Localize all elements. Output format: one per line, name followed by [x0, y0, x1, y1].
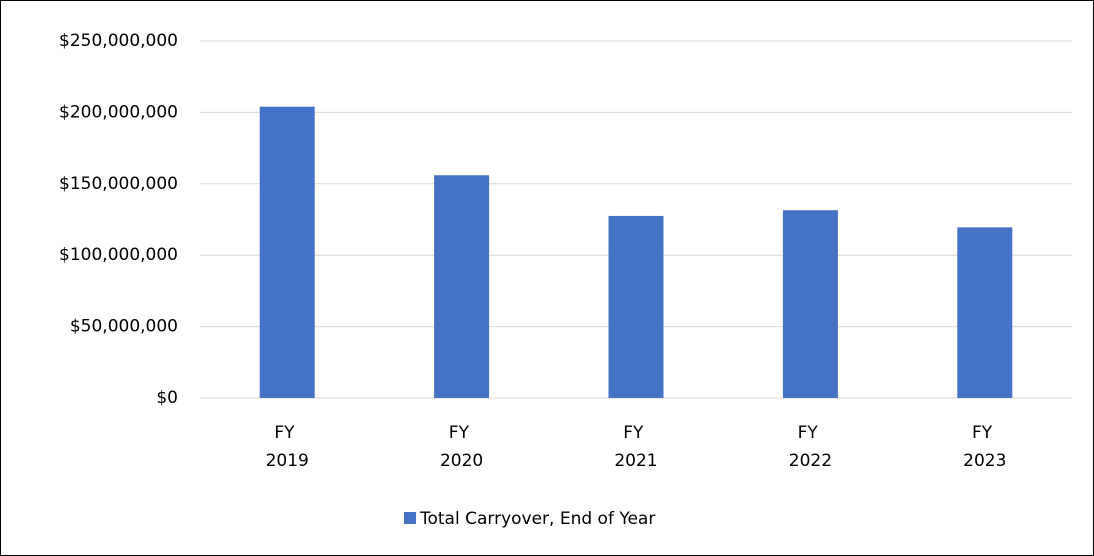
- bar: [434, 175, 490, 398]
- y-tick-label: $200,000,000: [59, 102, 178, 122]
- legend-swatch: [404, 512, 416, 524]
- y-tick-label: $150,000,000: [59, 174, 178, 194]
- bar: [782, 210, 838, 398]
- bar: [608, 215, 664, 398]
- y-tick-label: $100,000,000: [59, 245, 178, 265]
- bar: [259, 106, 315, 399]
- y-tick-label: $250,000,000: [59, 31, 178, 51]
- x-tick-label: FY 2021: [614, 423, 657, 471]
- x-tick-label: FY 2020: [440, 423, 483, 471]
- x-tick-label: FY 2022: [789, 423, 832, 471]
- y-tick-label: $0: [156, 388, 178, 408]
- bar: [957, 227, 1013, 398]
- y-tick-label: $50,000,000: [70, 317, 178, 337]
- x-tick-label: FY 2019: [266, 423, 309, 471]
- x-tick-label: FY 2023: [963, 423, 1006, 471]
- legend-label: Total Carryover, End of Year: [419, 509, 655, 529]
